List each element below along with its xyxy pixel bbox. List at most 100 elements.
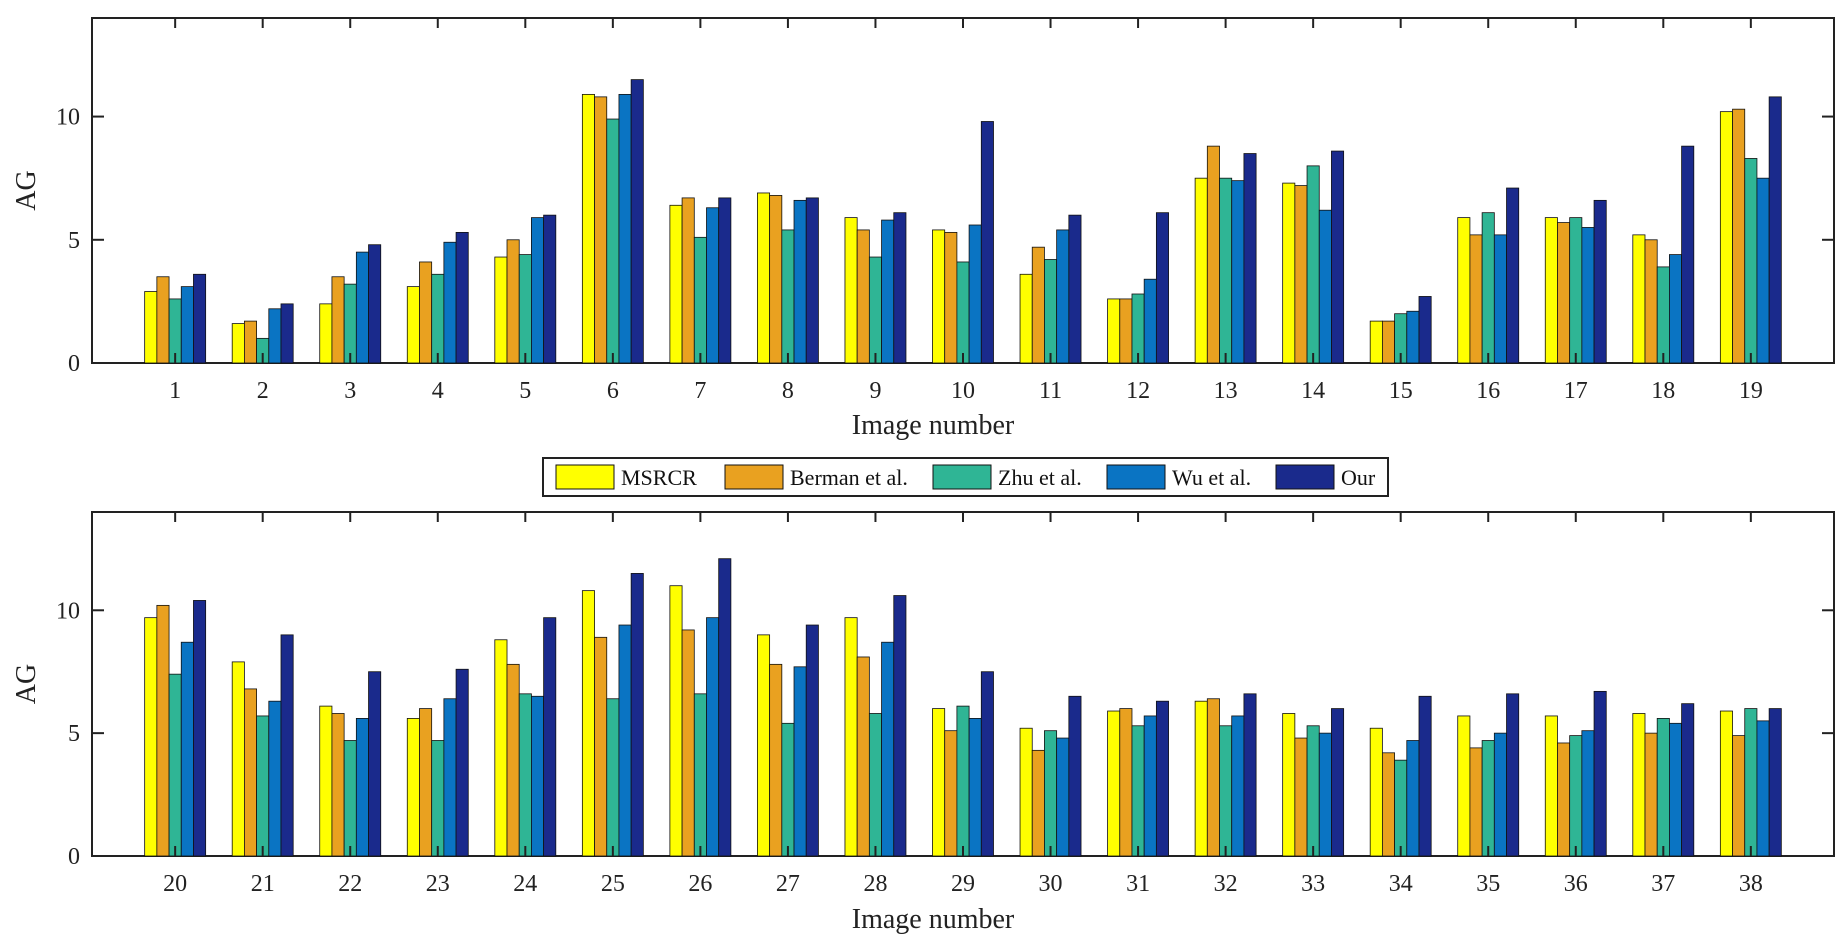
bar-msrcr-10 xyxy=(932,229,946,364)
bar-zhu-et-al-32 xyxy=(1219,725,1233,857)
x-tick-label: 33 xyxy=(1301,871,1325,897)
bar-msrcr-15 xyxy=(1369,320,1383,364)
bar-zhu-et-al-7 xyxy=(693,236,707,364)
y-tick-label: 5 xyxy=(68,721,80,747)
bar-zhu-et-al-20 xyxy=(168,673,182,857)
x-tick-label: 10 xyxy=(951,378,975,404)
bar-berman-et-al-37 xyxy=(1644,732,1658,857)
y-tick-label: 10 xyxy=(56,105,80,131)
bar-wu-et-al-11 xyxy=(1056,229,1070,364)
bar-our-2 xyxy=(280,303,294,364)
x-tick-label: 14 xyxy=(1301,378,1325,404)
x-tick-label: 19 xyxy=(1739,378,1763,404)
bottom-bar-chart: 0 5 10 20 21 22 23 24 25 26 27 28 29 30 31 32 33 34 35 36 37… xyxy=(11,511,1835,935)
bar-msrcr-5 xyxy=(494,256,508,364)
bar-zhu-et-al-18 xyxy=(1656,266,1670,364)
bar-our-28 xyxy=(893,595,907,857)
bar-msrcr-11 xyxy=(1019,273,1033,364)
x-tick-label: 23 xyxy=(426,871,450,897)
bar-zhu-et-al-31 xyxy=(1131,725,1145,857)
bar-msrcr-2 xyxy=(231,323,245,364)
bar-msrcr-27 xyxy=(757,634,771,857)
legend-swatch xyxy=(724,464,784,490)
bar-berman-et-al-24 xyxy=(506,663,520,857)
bar-msrcr-17 xyxy=(1544,217,1558,364)
bar-msrcr-32 xyxy=(1194,700,1208,857)
bar-berman-et-al-23 xyxy=(419,708,433,857)
bar-berman-et-al-16 xyxy=(1469,234,1483,364)
x-tick-label: 30 xyxy=(1039,871,1063,897)
bar-our-11 xyxy=(1068,214,1082,364)
bar-our-3 xyxy=(368,244,382,364)
x-tick-label: 7 xyxy=(694,378,706,404)
bar-msrcr-4 xyxy=(406,286,420,364)
bar-wu-et-al-1 xyxy=(180,286,194,364)
bar-berman-et-al-29 xyxy=(944,730,958,857)
bar-zhu-et-al-27 xyxy=(781,722,795,857)
bar-our-30 xyxy=(1068,695,1082,857)
bar-our-18 xyxy=(1681,145,1695,364)
bar-wu-et-al-13 xyxy=(1231,180,1245,364)
bar-wu-et-al-4 xyxy=(443,241,457,364)
x-tick-label: 15 xyxy=(1389,378,1413,404)
x-tick-label: 4 xyxy=(432,378,444,404)
bar-msrcr-35 xyxy=(1457,715,1471,857)
bar-msrcr-22 xyxy=(319,705,333,857)
x-tick-label: 29 xyxy=(951,871,975,897)
bar-our-9 xyxy=(893,212,907,364)
bar-wu-et-al-25 xyxy=(618,624,632,857)
x-tick-label: 35 xyxy=(1476,871,1500,897)
bar-zhu-et-al-23 xyxy=(431,740,445,857)
bar-wu-et-al-22 xyxy=(355,718,369,857)
bar-berman-et-al-21 xyxy=(243,688,257,857)
bar-our-29 xyxy=(980,671,994,857)
x-tick-label: 26 xyxy=(688,871,712,897)
bar-msrcr-33 xyxy=(1282,713,1296,857)
bar-msrcr-6 xyxy=(581,93,595,364)
bar-wu-et-al-28 xyxy=(881,641,895,857)
x-tick-label: 16 xyxy=(1476,378,1500,404)
bar-berman-et-al-26 xyxy=(681,629,695,857)
bar-wu-et-al-20 xyxy=(180,641,194,857)
bar-berman-et-al-30 xyxy=(1031,749,1045,857)
bar-wu-et-al-2 xyxy=(268,308,282,364)
x-tick-label: 21 xyxy=(251,871,275,897)
bar-berman-et-al-10 xyxy=(944,231,958,364)
bar-msrcr-38 xyxy=(1719,710,1733,857)
bar-zhu-et-al-11 xyxy=(1044,259,1058,364)
bar-our-34 xyxy=(1418,695,1432,857)
bar-zhu-et-al-25 xyxy=(606,698,620,857)
bar-msrcr-9 xyxy=(844,217,858,364)
x-tick-label: 9 xyxy=(869,378,881,404)
bar-zhu-et-al-28 xyxy=(868,713,882,857)
bar-wu-et-al-33 xyxy=(1318,732,1332,857)
x-axis-label: Image number xyxy=(852,904,1015,935)
x-tick-label: 36 xyxy=(1564,871,1588,897)
bar-wu-et-al-15 xyxy=(1406,310,1420,364)
bar-berman-et-al-36 xyxy=(1557,742,1571,857)
bar-zhu-et-al-4 xyxy=(431,273,445,364)
bar-msrcr-1 xyxy=(144,291,158,364)
bar-wu-et-al-23 xyxy=(443,698,457,857)
bar-our-24 xyxy=(543,617,557,857)
bar-berman-et-al-11 xyxy=(1031,246,1045,364)
x-tick-label: 12 xyxy=(1126,378,1150,404)
bar-our-7 xyxy=(718,197,732,364)
legend-label: Wu et al. xyxy=(1172,465,1251,490)
bar-our-36 xyxy=(1593,690,1607,857)
bar-msrcr-3 xyxy=(319,303,333,364)
bar-wu-et-al-31 xyxy=(1143,715,1157,857)
bar-berman-et-al-12 xyxy=(1119,298,1133,364)
bar-msrcr-20 xyxy=(144,617,158,857)
y-tick-label: 10 xyxy=(56,598,80,624)
x-axis-label: Image number xyxy=(852,410,1015,441)
chart-legend: MSRCR Berman et al. Zhu et al. Wu et al. Our xyxy=(542,457,1389,497)
bar-berman-et-al-2 xyxy=(243,320,257,364)
bar-msrcr-29 xyxy=(932,708,946,857)
bar-our-6 xyxy=(630,79,644,364)
bar-berman-et-al-34 xyxy=(1381,752,1395,857)
bar-wu-et-al-37 xyxy=(1669,722,1683,857)
x-tick-label: 6 xyxy=(607,378,619,404)
legend-label: MSRCR xyxy=(621,465,697,490)
bar-berman-et-al-20 xyxy=(156,604,170,857)
